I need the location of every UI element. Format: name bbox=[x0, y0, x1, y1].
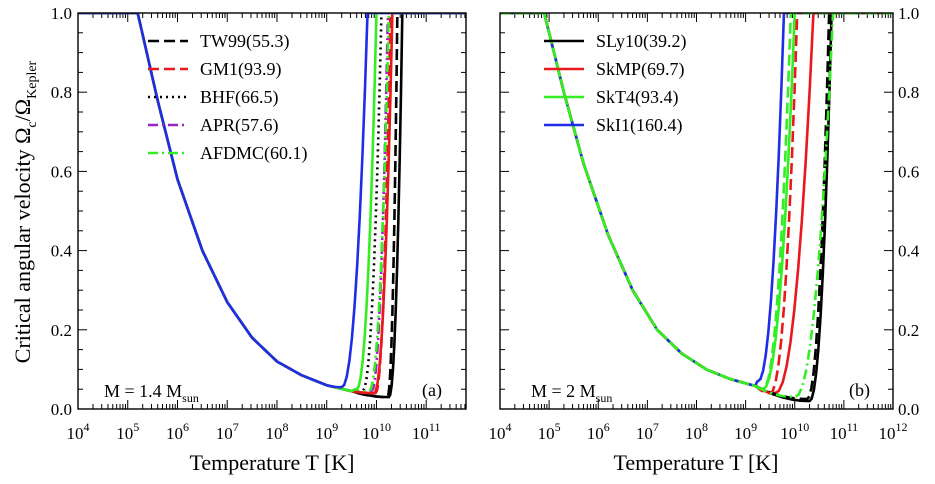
x-tick-label: 105 bbox=[538, 420, 561, 443]
series-line bbox=[78, 13, 526, 391]
x-tick-label: 109 bbox=[315, 420, 338, 443]
x-tick-label: 1011 bbox=[830, 420, 859, 443]
panel-a-x-tick-labels: 104 105 106 107 108 109 1010 1011 bbox=[67, 420, 441, 443]
legend-label: SkI1(160.4) bbox=[596, 115, 683, 136]
panel-b-panel-label: (b) bbox=[849, 380, 870, 401]
legend-label: BHF(66.5) bbox=[200, 87, 279, 108]
y-tick-label: 0.6 bbox=[898, 162, 919, 181]
panel-b-y-tick-labels: 0.0 0.2 0.4 0.6 0.8 1.0 bbox=[898, 4, 920, 419]
legend-label: APR(57.6) bbox=[200, 115, 279, 136]
series-line bbox=[78, 13, 526, 397]
series-line bbox=[78, 13, 526, 391]
x-tick-label: 1011 bbox=[412, 420, 441, 443]
x-tick-label: 106 bbox=[166, 420, 189, 443]
series-line bbox=[78, 13, 526, 387]
legend-label: AFDMC(60.1) bbox=[200, 143, 308, 164]
x-tick-label: 107 bbox=[636, 420, 659, 443]
legend-label: TW99(55.3) bbox=[200, 31, 289, 52]
x-tick-label: 1010 bbox=[780, 420, 809, 443]
x-tick-label: 1010 bbox=[362, 420, 391, 443]
legend-label: SkMP(69.7) bbox=[596, 59, 685, 80]
y-tick-label: 0.6 bbox=[51, 162, 72, 181]
y-axis-title-sub2: Kepler bbox=[25, 60, 40, 98]
panel-b-series bbox=[500, 13, 935, 401]
panel-a-y-tick-labels: 0.0 0.2 0.4 0.6 0.8 1.0 bbox=[51, 4, 73, 419]
x-tick-label: 104 bbox=[67, 420, 90, 443]
series-line bbox=[78, 13, 526, 397]
y-tick-label: 0.4 bbox=[51, 242, 73, 261]
legend-label: SkT4(93.4) bbox=[596, 87, 679, 108]
legend-label: SLy10(39.2) bbox=[596, 31, 687, 52]
x-tick-label: 108 bbox=[265, 420, 288, 443]
y-tick-label: 0.4 bbox=[898, 242, 920, 261]
x-tick-label: 106 bbox=[587, 420, 610, 443]
series-line bbox=[500, 13, 935, 399]
x-tick-label: 105 bbox=[116, 420, 139, 443]
x-tick-label: 107 bbox=[216, 420, 239, 443]
y-tick-label: 1.0 bbox=[51, 4, 72, 23]
panel-a-x-axis-title: Temperature T [K] bbox=[189, 450, 354, 475]
series-line bbox=[500, 13, 935, 397]
y-tick-label: 0.0 bbox=[51, 400, 72, 419]
panel-a-mass-label: M = 1.4 Msun bbox=[104, 381, 199, 405]
panel-b-mass-label: M = 2 Msun bbox=[531, 381, 612, 405]
panel-a-panel-label: (a) bbox=[422, 380, 442, 401]
panel-b-x-axis-title: Temperature T [K] bbox=[613, 450, 778, 475]
y-axis-title: Critical angular velocity Ωc/ΩKepler bbox=[10, 60, 40, 363]
y-tick-label: 0.2 bbox=[51, 321, 72, 340]
panel-a-legend: TW99(55.3) GM1(93.9) BHF(66.5) APR(57.6) AFD… bbox=[148, 31, 308, 164]
series-line bbox=[78, 13, 526, 393]
svg-text:Critical angular velocity Ωc/Ω: Critical angular velocity Ωc/ΩKepler bbox=[10, 60, 40, 363]
series-line bbox=[78, 13, 526, 391]
series-line bbox=[500, 13, 935, 401]
x-tick-label: 104 bbox=[489, 420, 512, 443]
y-tick-label: 0.2 bbox=[898, 321, 919, 340]
y-axis-title-mid: /Ω bbox=[10, 99, 35, 121]
panel-b-legend: SLy10(39.2) SkMP(69.7) SkT4(93.4) SkI1(160.… bbox=[544, 31, 687, 136]
y-tick-label: 1.0 bbox=[898, 4, 919, 23]
x-tick-label: 109 bbox=[734, 420, 757, 443]
y-tick-label: 0.8 bbox=[51, 83, 72, 102]
x-tick-label: 1012 bbox=[879, 420, 908, 443]
y-axis-title-main: Critical angular velocity Ω bbox=[10, 128, 35, 364]
series-line bbox=[78, 13, 526, 391]
x-tick-label: 108 bbox=[685, 420, 708, 443]
legend-label: GM1(93.9) bbox=[200, 59, 282, 80]
y-tick-label: 0.0 bbox=[898, 400, 919, 419]
y-tick-label: 0.8 bbox=[898, 83, 919, 102]
series-line bbox=[78, 13, 526, 393]
panel-b: 104 105 106 107 108 109 1010 1011 1012 0.0 0.2 0.4… bbox=[489, 4, 935, 475]
panel-b-x-tick-labels: 104 105 106 107 108 109 1010 1011 1012 bbox=[489, 420, 908, 443]
panel-a-series bbox=[78, 13, 526, 397]
